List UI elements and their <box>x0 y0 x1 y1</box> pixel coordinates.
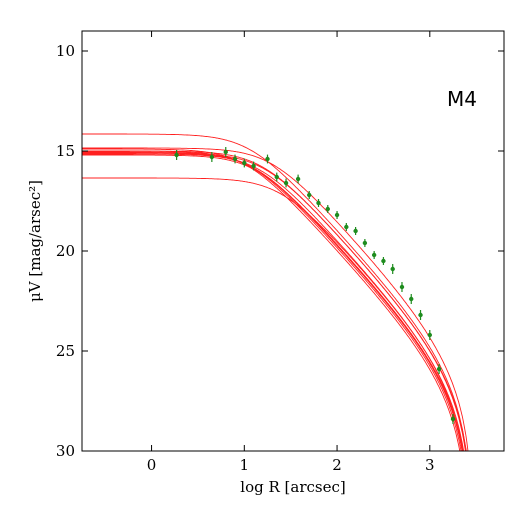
y-tick-label: 30 <box>56 442 75 460</box>
y-tick-label: 15 <box>56 142 75 160</box>
model-curve <box>82 133 467 451</box>
data-point <box>223 147 228 157</box>
x-tick-label: 1 <box>240 456 250 474</box>
data-point <box>334 211 340 219</box>
x-axis-label: log R [arcsec] <box>240 478 345 496</box>
y-tick-label: 10 <box>56 42 75 60</box>
data-point <box>436 364 442 374</box>
data-point <box>251 161 256 171</box>
data-points <box>174 147 456 424</box>
data-point <box>274 172 279 182</box>
x-tick-label: 0 <box>147 456 157 474</box>
plot-frame <box>81 30 505 452</box>
axis-ticks: 0 1 2 3 10 15 20 25 30 <box>56 31 504 474</box>
data-point <box>450 414 456 424</box>
y-axis-label: μV [mag/arsec²] <box>26 180 44 302</box>
data-point <box>390 264 395 274</box>
data-point <box>283 178 289 188</box>
chart-annotation: M4 <box>447 87 477 111</box>
model-curve <box>82 148 461 451</box>
data-point <box>409 294 414 304</box>
data-point <box>316 199 321 207</box>
data-point <box>307 191 312 199</box>
model-curve <box>82 147 469 451</box>
x-tick-label: 3 <box>425 456 435 474</box>
data-point <box>344 223 349 231</box>
data-point <box>325 205 330 213</box>
data-point <box>381 257 386 265</box>
model-curve <box>82 153 463 451</box>
data-point <box>232 154 238 164</box>
data-point <box>418 310 423 320</box>
data-point <box>295 174 301 184</box>
data-point <box>399 282 405 292</box>
data-point <box>174 150 179 160</box>
model-curve <box>82 154 463 451</box>
y-tick-label: 25 <box>56 342 75 360</box>
data-point <box>371 251 377 259</box>
model-curve <box>82 152 467 451</box>
data-point <box>265 154 270 164</box>
x-tick-label: 2 <box>332 456 342 474</box>
data-point <box>362 239 368 247</box>
data-point <box>242 158 247 168</box>
data-point <box>209 152 215 162</box>
data-point <box>427 330 433 340</box>
model-curves <box>82 133 469 451</box>
model-curve <box>82 150 466 451</box>
y-tick-label: 20 <box>56 242 75 260</box>
data-point <box>353 227 358 235</box>
model-curve <box>82 177 465 451</box>
